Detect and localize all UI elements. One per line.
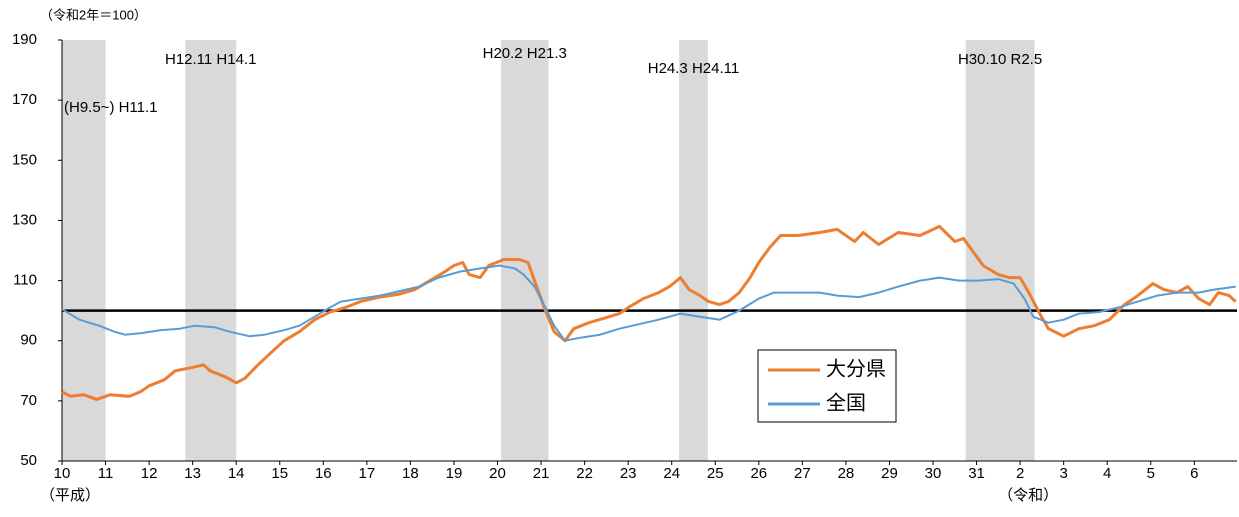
series-line (61, 264, 1236, 342)
region (62, 40, 106, 461)
x-tick-label: 16 (315, 465, 332, 482)
region-label: H12.11 H14.1 (165, 51, 256, 68)
x-tick-label: 29 (881, 465, 898, 482)
x-tick-label: 30 (925, 465, 942, 482)
y-tick-label: 70 (20, 392, 37, 409)
y-tick-label: 190 (12, 31, 37, 48)
x-tick-label: 31 (968, 465, 985, 482)
y-tick-label: 170 (12, 91, 37, 108)
region (679, 40, 708, 461)
era-label: （令和） (998, 487, 1058, 504)
era-label: （平成） (40, 487, 100, 504)
legend-box (757, 349, 897, 423)
x-tick-label: 21 (533, 465, 550, 482)
x-tick-label: 24 (663, 465, 680, 482)
x-tick-label: 23 (620, 465, 637, 482)
x-tick-label: 22 (576, 465, 593, 482)
x-tick-label: 14 (228, 465, 245, 482)
x-tick-label: 12 (141, 465, 158, 482)
x-tick-label: 10 (54, 465, 71, 482)
region-label: (H9.5~) H11.1 (64, 99, 158, 116)
y-tick-label: 150 (12, 151, 37, 168)
region (185, 40, 237, 461)
x-tick-label: 13 (184, 465, 201, 482)
legend-label: 全国 (826, 391, 866, 414)
region-label: H20.2 H21.3 (483, 45, 567, 62)
x-tick-label: 26 (750, 465, 767, 482)
x-tick-label: 6 (1190, 465, 1198, 482)
x-tick-label: 27 (794, 465, 811, 482)
x-tick-label: 18 (402, 465, 419, 482)
x-tick-label: 25 (707, 465, 724, 482)
y-tick-label: 90 (20, 332, 37, 349)
y-tick-label: 50 (20, 452, 37, 469)
x-tick-label: 2 (1016, 465, 1024, 482)
y-tick-label: 110 (13, 272, 37, 289)
region (965, 40, 1035, 461)
x-tick-label: 17 (359, 465, 376, 482)
series-line (61, 224, 1237, 401)
x-tick-label: 4 (1103, 465, 1111, 482)
unit-label: （令和2年＝100） (40, 7, 147, 22)
x-tick-label: 5 (1147, 465, 1155, 482)
region (500, 40, 549, 461)
x-tick-label: 3 (1059, 465, 1067, 482)
x-tick-label: 20 (489, 465, 506, 482)
y-tick-label: 130 (12, 211, 37, 228)
legend-label: 大分県 (826, 357, 886, 380)
x-tick-label: 19 (446, 465, 463, 482)
x-tick-label: 15 (271, 465, 288, 482)
x-tick-label: 11 (98, 465, 114, 482)
x-tick-label: 28 (838, 465, 855, 482)
region-label: H30.10 R2.5 (958, 51, 1042, 68)
region-label: H24.3 H24.11 (648, 60, 739, 77)
